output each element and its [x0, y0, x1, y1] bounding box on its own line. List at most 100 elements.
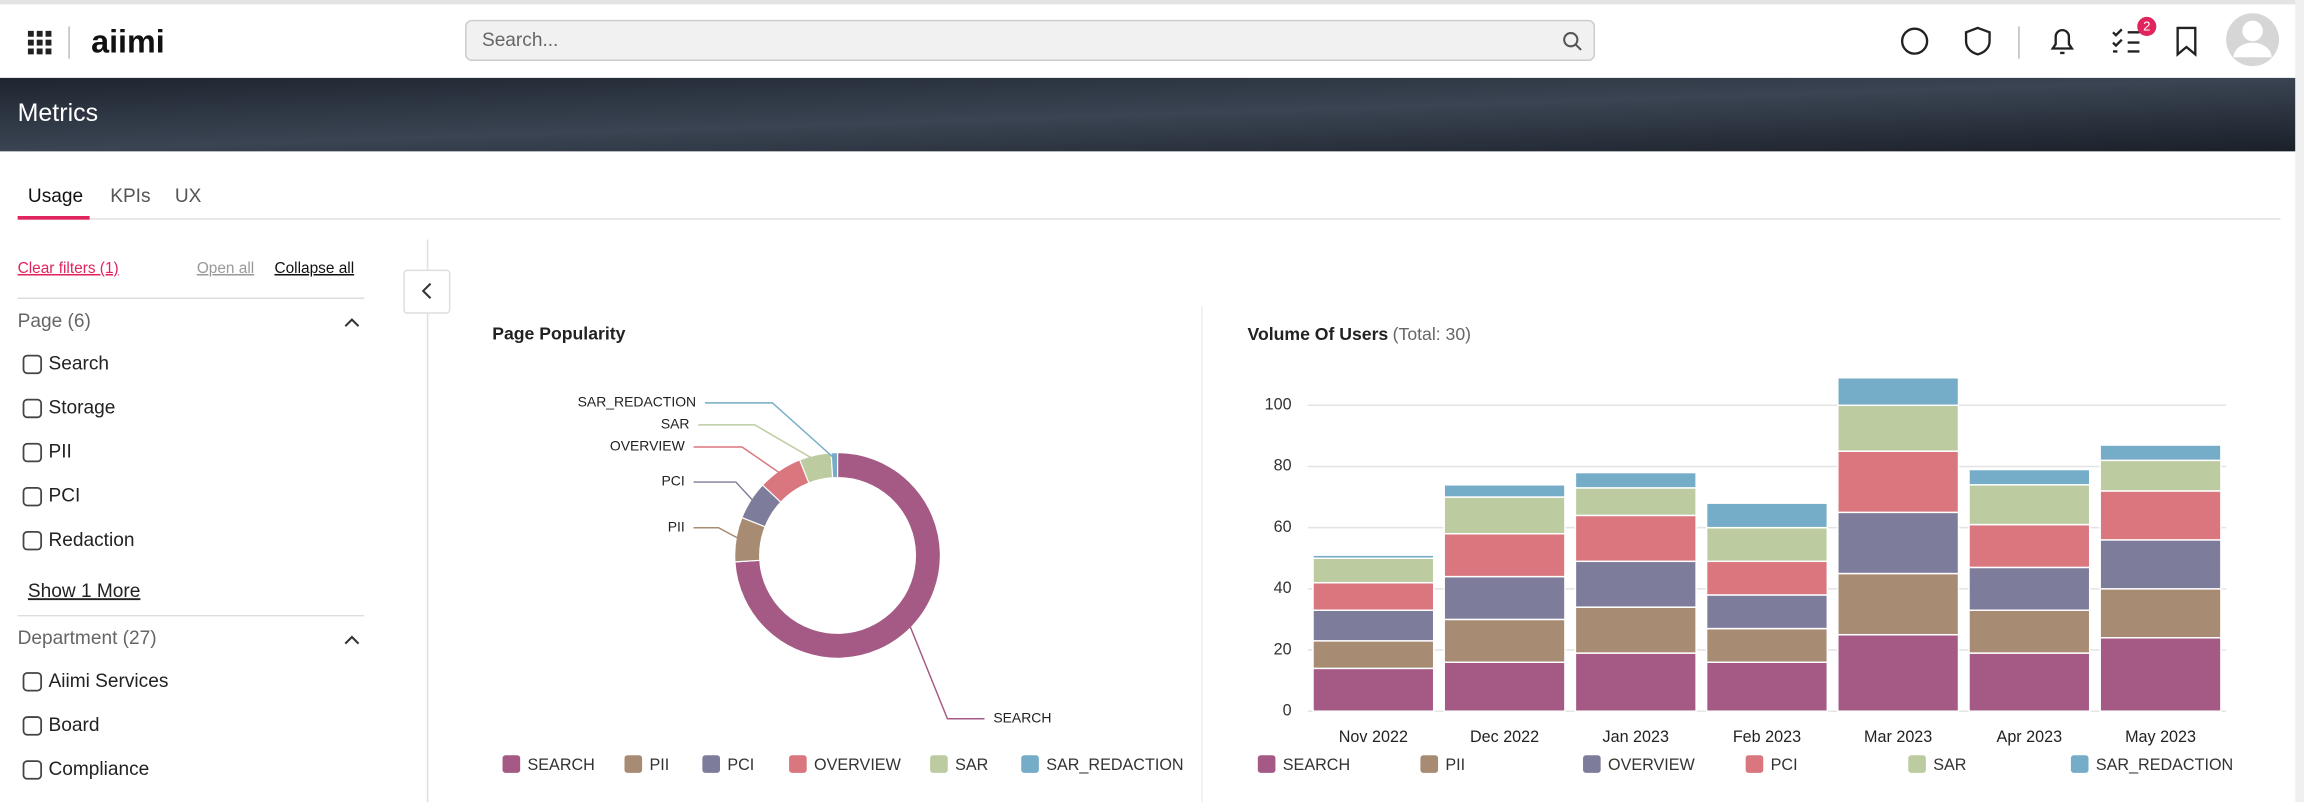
chart-title-main: Volume Of Users: [1248, 324, 1389, 344]
y-tick-label: 40: [1274, 579, 1292, 597]
checkbox[interactable]: [22, 398, 43, 419]
legend-label[interactable]: PCI: [727, 756, 754, 774]
group-chevron[interactable]: [344, 318, 360, 327]
apps-icon[interactable]: [27, 30, 52, 55]
leader-line: [698, 424, 817, 462]
group-chevron[interactable]: [344, 635, 360, 645]
legend-label[interactable]: SEARCH: [1283, 756, 1350, 774]
badge: [2137, 16, 2157, 37]
collapse-button[interactable]: [403, 269, 451, 314]
checkbox[interactable]: [22, 442, 43, 463]
legend-swatch[interactable]: [624, 755, 643, 773]
chart-title: Page Popularity: [492, 324, 625, 344]
help-icon[interactable]: [1900, 27, 1929, 55]
legend-swatch[interactable]: [2070, 755, 2089, 773]
slice-label: SAR: [661, 416, 690, 432]
tasks-icon[interactable]: [2112, 28, 2140, 53]
filter-option[interactable]: PII: [48, 442, 71, 463]
legend-label[interactable]: PII: [649, 756, 669, 774]
checkbox[interactable]: [22, 354, 43, 375]
search-box[interactable]: [465, 19, 1596, 61]
bar-segment: [1968, 468, 2091, 486]
legend-swatch[interactable]: [1021, 755, 1039, 773]
legend-swatch[interactable]: [1257, 755, 1276, 773]
checkbox[interactable]: [22, 716, 43, 736]
bookmark-icon[interactable]: [2176, 26, 2197, 57]
filter-option[interactable]: Aiimi Services: [48, 671, 168, 692]
bar-segment: [1968, 652, 2091, 712]
chart-title: Volume Of Users (Total: 30): [1248, 324, 1472, 344]
filter-option[interactable]: Storage: [48, 398, 115, 419]
group-title[interactable]: Page (6): [18, 311, 91, 332]
group-title[interactable]: Department (27): [18, 628, 157, 649]
tab[interactable]: KPIs: [110, 186, 150, 207]
bar-segment: [1312, 609, 1435, 642]
slice-label: OVERVIEW: [610, 438, 686, 454]
bell-icon[interactable]: [2050, 28, 2075, 55]
legend-label[interactable]: SAR: [955, 756, 988, 774]
slice-label: PCI: [662, 473, 685, 489]
x-tick-label: Nov 2022: [1339, 728, 1408, 746]
avatar[interactable]: [2226, 13, 2280, 67]
shield-icon[interactable]: [1964, 26, 1991, 56]
tab[interactable]: Usage: [28, 186, 83, 207]
banner: [0, 77, 2296, 152]
legend-swatch[interactable]: [789, 755, 807, 773]
legend-swatch[interactable]: [1583, 755, 1601, 773]
legend-label[interactable]: OVERVIEW: [1608, 756, 1696, 774]
filter-option[interactable]: Redaction: [48, 530, 134, 551]
filter-option[interactable]: Search: [48, 353, 108, 374]
search-icon[interactable]: [1563, 32, 1582, 51]
bar-segment: [1443, 661, 1566, 712]
checkbox[interactable]: [22, 760, 43, 780]
bar-segment: [1574, 560, 1697, 608]
checkbox[interactable]: [22, 672, 43, 692]
checkbox[interactable]: [22, 531, 43, 551]
legend-label[interactable]: SAR: [1933, 756, 1966, 774]
legend-swatch[interactable]: [930, 755, 948, 773]
slice-label: SEARCH: [993, 709, 1051, 725]
legend-swatch[interactable]: [502, 755, 521, 773]
leader-line: [693, 527, 743, 541]
pie-slice: [830, 451, 839, 479]
legend-swatch[interactable]: [1420, 755, 1439, 773]
y-tick-label: 80: [1274, 457, 1292, 475]
show-more[interactable]: Show 1 More: [28, 581, 140, 602]
tab[interactable]: UX: [175, 186, 202, 207]
bar-segment: [1968, 484, 2091, 526]
filter-option[interactable]: Board: [48, 715, 99, 736]
collapse-all[interactable]: Collapse all: [274, 260, 354, 277]
clear-filters[interactable]: Clear filters (1): [18, 260, 119, 277]
logo[interactable]: aiimi: [91, 24, 165, 60]
tab-underline: [17, 216, 90, 220]
bar-segment: [2099, 637, 2222, 712]
legend-swatch[interactable]: [1908, 755, 1926, 773]
legend-label[interactable]: PCI: [1771, 756, 1798, 774]
legend-swatch[interactable]: [1745, 755, 1764, 773]
bar-segment: [1312, 667, 1435, 712]
bar-segment: [1968, 523, 2091, 569]
bar-segment: [1574, 471, 1697, 489]
bar-segment: [2099, 539, 2222, 590]
bar-segment: [1312, 640, 1435, 670]
open-all[interactable]: Open all: [197, 260, 254, 277]
bar-segment: [1837, 404, 1960, 452]
filter-option[interactable]: PCI: [48, 486, 80, 507]
scrollbar[interactable]: [2295, 0, 2304, 803]
legend-label[interactable]: OVERVIEW: [814, 756, 902, 774]
legend-label[interactable]: SAR_REDACTION: [2096, 756, 2233, 774]
legend-label[interactable]: SEARCH: [528, 756, 595, 774]
bar-segment: [1312, 581, 1435, 611]
bar-segment: [1705, 560, 1829, 596]
bar-segment: [1837, 450, 1960, 514]
bar-segment: [1443, 496, 1566, 535]
legend-label[interactable]: PII: [1445, 756, 1465, 774]
checkbox[interactable]: [22, 486, 43, 507]
bar-segment: [1837, 377, 1960, 407]
legend-swatch[interactable]: [702, 755, 721, 773]
bar-segment: [1705, 594, 1829, 630]
legend-label[interactable]: SAR_REDACTION: [1046, 756, 1183, 774]
page-title: Metrics: [18, 99, 98, 127]
filter-option[interactable]: Compliance: [48, 759, 149, 780]
